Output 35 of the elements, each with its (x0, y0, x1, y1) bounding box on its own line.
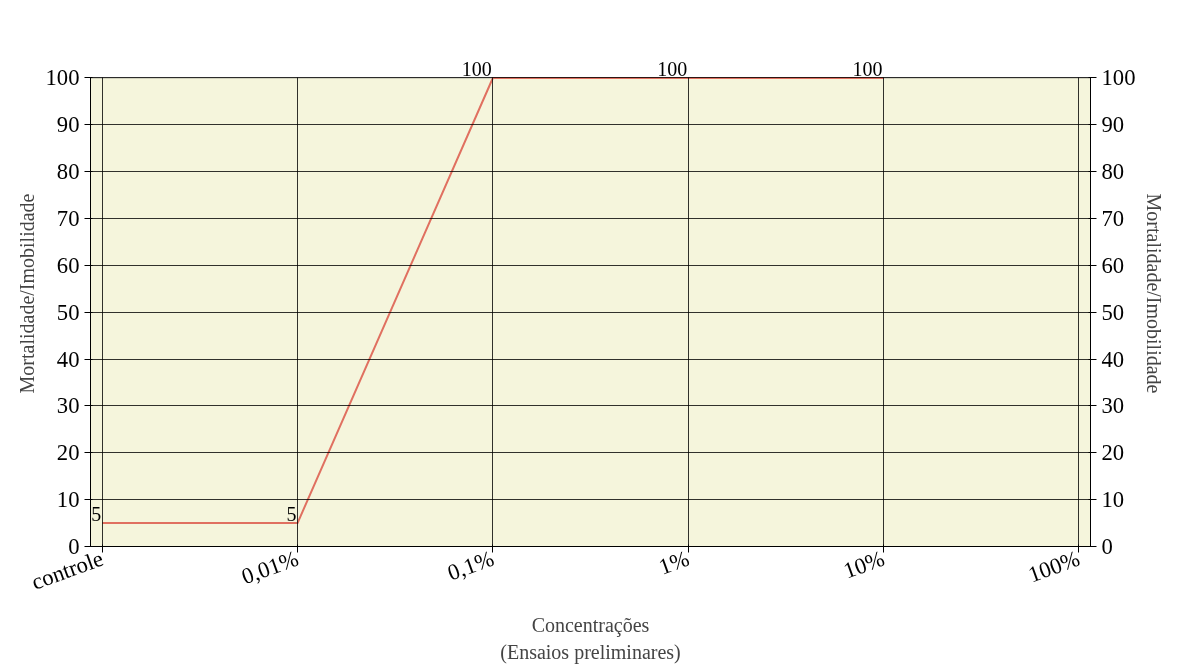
x-tick-label: 10% (840, 545, 888, 584)
x-tick-label: 0,1% (444, 545, 498, 586)
x-tick-label: 100% (1024, 545, 1084, 588)
y2-tick-label: 20 (1101, 440, 1125, 466)
data-label: 5 (91, 503, 102, 526)
y-tick-label: 70 (56, 206, 80, 232)
data-label: 100 (461, 57, 492, 80)
y2-tick-label: 90 (1101, 112, 1125, 138)
y-axis-title: Mortalidade/Imobilidade (15, 193, 38, 394)
y-tick-label: 20 (56, 440, 80, 466)
data-label: 100 (852, 57, 883, 80)
data-label: 5 (286, 503, 297, 526)
y2-tick-label: 0 (1101, 534, 1113, 559)
y-tick-label: 80 (56, 159, 80, 185)
y-tick-label: 60 (56, 252, 80, 278)
y2-tick-label: 50 (1101, 299, 1125, 325)
y2-axis-title: Mortalidade/Imobilidade (1143, 193, 1166, 394)
y-tick-label: 90 (56, 112, 80, 138)
data-label: 100 (657, 57, 688, 80)
y2-tick-label: 100 (1101, 65, 1136, 91)
y-tick-label: 40 (56, 346, 80, 372)
y2-tick-label: 80 (1101, 159, 1125, 185)
y-tick-label: 10 (56, 487, 80, 513)
x-tick-label: 0,01% (238, 545, 302, 590)
y2-tick-label: 70 (1101, 206, 1125, 232)
y2-tick-label: 30 (1101, 393, 1125, 419)
y-tick-label: 0 (68, 534, 80, 559)
y-tick-label: 50 (56, 299, 80, 325)
x-tick-label: 1% (655, 545, 693, 580)
y2-tick-label: 40 (1101, 346, 1125, 372)
y-tick-label: 100 (45, 65, 80, 91)
x-axis-title: Concentrações (Ensaios preliminares) (500, 614, 681, 664)
y2-tick-label: 10 (1101, 487, 1125, 513)
y2-tick-label: 60 (1101, 252, 1125, 278)
y-tick-label: 30 (56, 393, 80, 419)
